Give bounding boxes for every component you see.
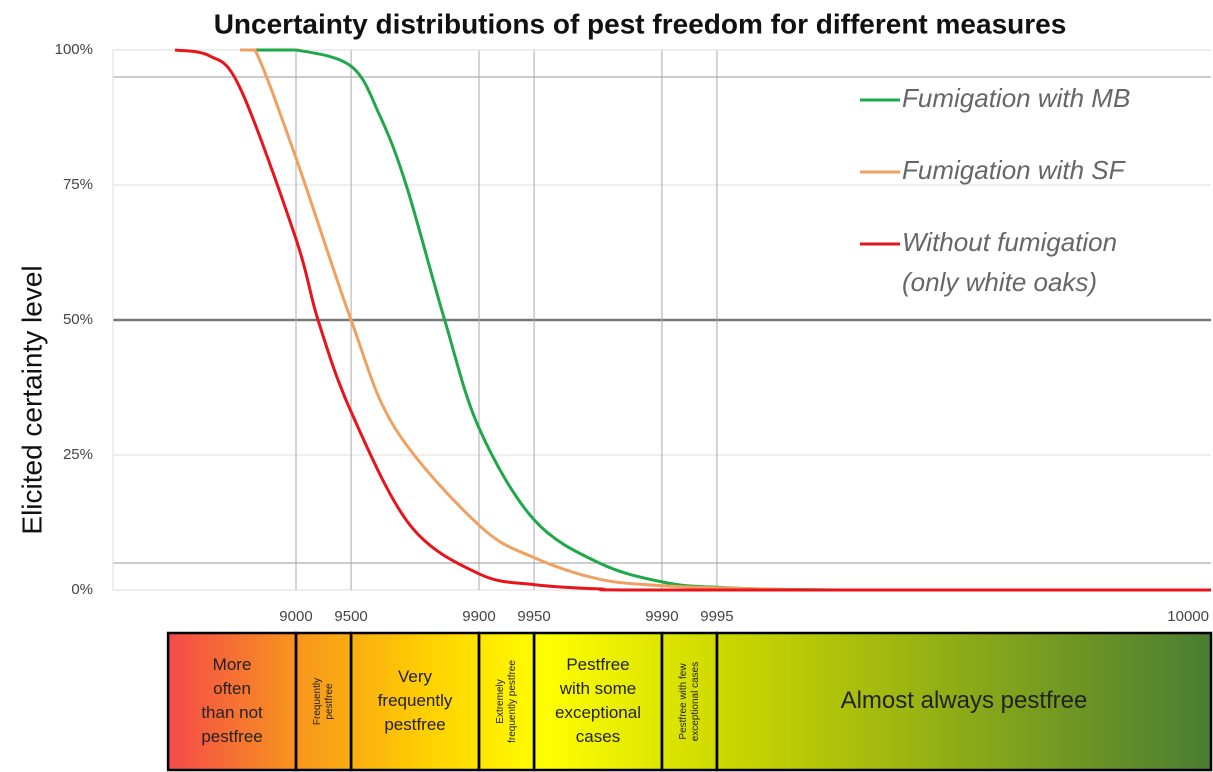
line-series: [174, 48, 1211, 592]
x-tick-label: 9500: [334, 608, 367, 625]
band-label: Frequently: [312, 678, 323, 725]
legend-label: Fumigation with MB: [902, 83, 1130, 113]
band-label: exceptional: [555, 703, 641, 722]
band-label: with some: [559, 679, 637, 698]
legend-label: Without fumigation (only white oaks): [902, 227, 1117, 297]
x-tick-label: 9900: [462, 608, 495, 625]
band: [715, 631, 1213, 772]
y-tick-label: 0%: [71, 581, 93, 598]
chart-title: Uncertainty distributions of pest freedo…: [214, 8, 1067, 39]
band-label: often: [213, 679, 251, 698]
x-tick-label: 9950: [517, 608, 550, 625]
band-label: Very: [398, 667, 433, 686]
y-tick-label: 25%: [63, 446, 93, 463]
x-tick-label: 10000: [1167, 608, 1209, 625]
band-label: frequently: [378, 691, 453, 710]
band-label: pestfree: [384, 715, 445, 734]
band-label: than not: [201, 703, 263, 722]
band-label: pestfree: [324, 683, 335, 720]
legend-label: Fumigation with SF: [902, 155, 1127, 185]
band-label: pestfree: [201, 727, 262, 746]
y-tick-label: 100%: [55, 41, 93, 58]
band-label: Almost always pestfree: [841, 687, 1088, 714]
x-tick-label: 9000: [279, 608, 312, 625]
band-label: More: [213, 655, 252, 674]
y-axis-label: Elicited certainty level: [16, 265, 47, 534]
band-label: Pestfree with few: [678, 663, 689, 740]
band-background: [168, 633, 1212, 770]
band-label: cases: [576, 727, 620, 746]
band-label: Extremely: [495, 679, 506, 723]
x-tick-label: 9995: [700, 608, 733, 625]
x-tick-label: 9990: [645, 608, 678, 625]
band-label: Pestfree: [566, 655, 629, 674]
band-label: exceptional cases: [690, 662, 701, 742]
y-tick-label: 75%: [63, 176, 93, 193]
y-tick-label: 50%: [63, 311, 93, 328]
band-label: frequently pestfree: [507, 660, 518, 743]
